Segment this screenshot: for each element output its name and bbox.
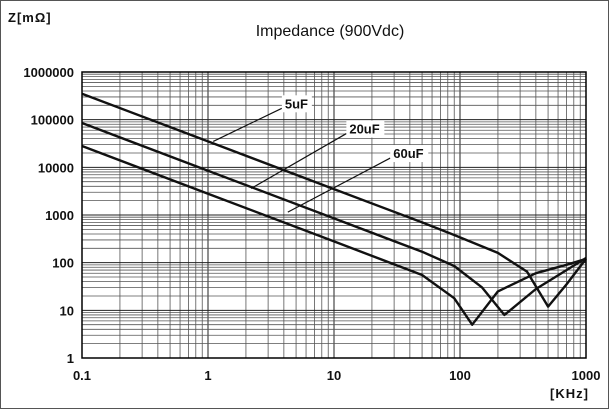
series-label: 60uF xyxy=(393,146,423,161)
x-tick-label: 10 xyxy=(327,368,341,383)
grid xyxy=(81,72,586,359)
x-tick-label: 1 xyxy=(204,368,211,383)
label-background xyxy=(346,120,385,138)
label-background xyxy=(281,95,312,113)
label-background xyxy=(390,145,429,163)
series-line-2 xyxy=(81,121,587,317)
y-tick-labels: 1 10 100 1000 10000 100000 1000000 xyxy=(23,65,74,366)
x-tick-labels: 0.1 1 10 100 1000 xyxy=(73,368,601,383)
y-tick-label: 100000 xyxy=(31,113,74,128)
series-label: 5uF xyxy=(285,96,308,111)
series-lines xyxy=(81,92,587,326)
series-label: 20uF xyxy=(349,122,379,137)
plot-area-frame xyxy=(81,71,587,359)
y-tick-label: 1 xyxy=(67,351,74,366)
label-leader-line xyxy=(250,133,347,190)
y-tick-label: 100 xyxy=(52,256,74,271)
x-tick-label: 0.1 xyxy=(73,368,91,383)
y-axis-label: Z[mΩ] xyxy=(8,10,52,25)
series-line-1 xyxy=(81,92,587,308)
chart-title: Impedance (900Vdc) xyxy=(256,23,405,40)
series-labels: 5uF 20uF 60uF xyxy=(212,95,429,213)
y-tick-label: 1000 xyxy=(45,208,74,223)
y-tick-label: 10 xyxy=(60,303,74,318)
series-line-3 xyxy=(81,144,587,326)
y-tick-label: 1000000 xyxy=(23,65,74,80)
x-tick-label: 1000 xyxy=(572,368,601,383)
x-axis-label: [KHz] xyxy=(550,386,589,401)
label-leader-line xyxy=(287,157,391,213)
x-tick-label: 100 xyxy=(449,368,471,383)
y-tick-label: 10000 xyxy=(38,160,74,175)
label-leader-line xyxy=(212,107,283,142)
